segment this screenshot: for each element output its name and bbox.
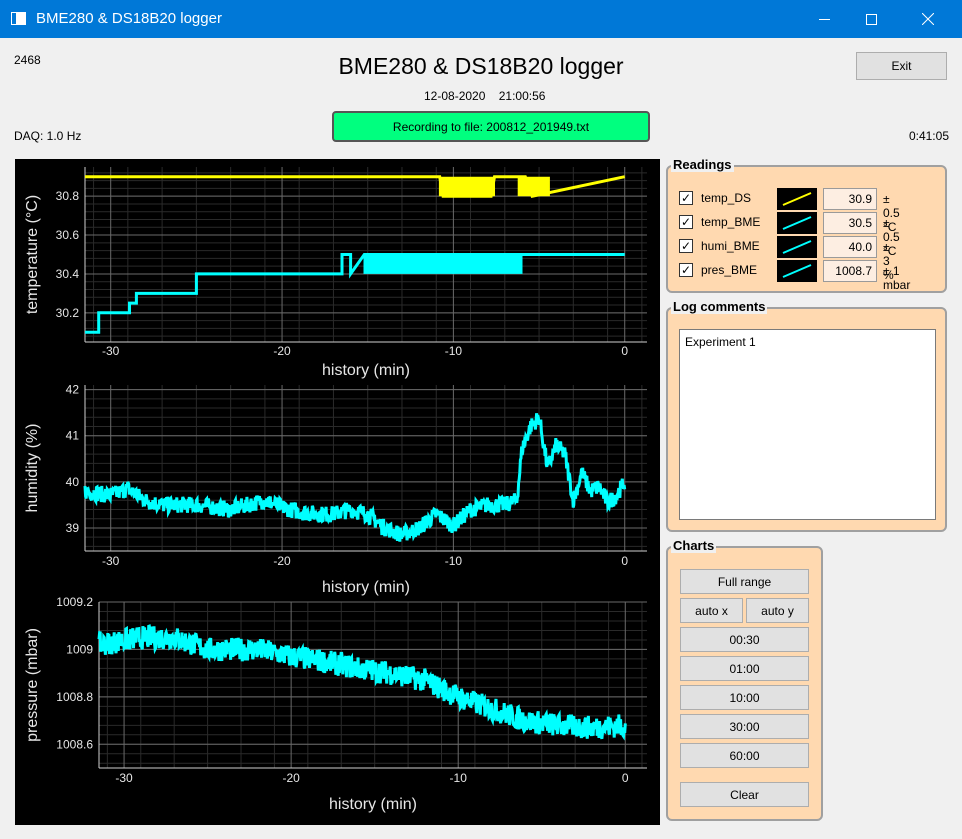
y-axis-label: temperature (°C) bbox=[24, 195, 41, 314]
x-axis-label: history (min) bbox=[329, 796, 417, 813]
reading-value: 1008.7 bbox=[823, 260, 877, 282]
range-00-30-button[interactable]: 00:30 bbox=[680, 627, 809, 652]
temp-ds-checkbox[interactable]: ✓ bbox=[679, 191, 693, 205]
chart-panel-1: -30 -20 -10 0 39 40 41 42 history (min) humidity … bbox=[24, 383, 647, 596]
maximize-button[interactable] bbox=[848, 0, 894, 38]
y-tick-label: 30.8 bbox=[56, 189, 80, 203]
recording-toggle-button[interactable]: Recording to file: 200812_201949.txt bbox=[332, 111, 650, 142]
reading-value: 30.9 bbox=[823, 188, 877, 210]
y-tick-label: 41 bbox=[66, 429, 80, 443]
chart-panel-2: -30 -20 -10 0 1008.6 1008.8 1009 1009.2 history … bbox=[24, 595, 647, 813]
y-axis-label: humidity (%) bbox=[24, 424, 41, 513]
humi-bme-checkbox[interactable]: ✓ bbox=[679, 239, 693, 253]
window-title-bar: BME280 & DS18B20 logger bbox=[0, 0, 962, 38]
temp-bme-checkbox[interactable]: ✓ bbox=[679, 215, 693, 229]
date-text: 12-08-2020 bbox=[424, 89, 486, 103]
y-tick-label: 1008.6 bbox=[56, 737, 93, 751]
x-tick-label: -30 bbox=[115, 771, 133, 785]
x-tick-label: -30 bbox=[102, 554, 120, 568]
series-line-2-0 bbox=[97, 624, 627, 741]
x-tick-label: -30 bbox=[102, 344, 120, 358]
full-range-button[interactable]: Full range bbox=[680, 569, 809, 594]
y-tick-label: 1009.2 bbox=[56, 595, 93, 609]
reading-value: 30.5 bbox=[823, 212, 877, 234]
x-axis-label: history (min) bbox=[322, 362, 410, 379]
x-tick-label: -10 bbox=[445, 344, 463, 358]
log-comments-group: Log comments Experiment 1 bbox=[666, 299, 947, 532]
auto-y-button[interactable]: auto y bbox=[746, 598, 809, 623]
date-time: 12-08-2020 21:00:56 bbox=[424, 89, 545, 103]
chart-area[interactable]: -30 -20 -10 0 30.2 30.4 30.6 30.8 history (min) t… bbox=[15, 159, 660, 825]
log-comments-textarea[interactable]: Experiment 1 bbox=[679, 329, 936, 520]
exit-button[interactable]: Exit bbox=[856, 52, 947, 80]
time-text: 21:00:56 bbox=[498, 89, 546, 103]
log-comments-title: Log comments bbox=[671, 299, 768, 314]
pres-bme-checkbox[interactable]: ✓ bbox=[679, 263, 693, 277]
series-toggle-0-1 bbox=[452, 254, 523, 274]
reading-name: pres_BME bbox=[701, 263, 758, 277]
elapsed-time: 0:41:05 bbox=[908, 129, 949, 143]
clear-button[interactable]: Clear bbox=[680, 782, 809, 807]
reading-uncertainty: ± 0.5 °C bbox=[883, 216, 900, 258]
reading-uncertainty: ± 1 mbar bbox=[883, 264, 911, 292]
temp-bme-color-swatch[interactable] bbox=[777, 212, 817, 234]
window-title: BME280 & DS18B20 logger bbox=[36, 10, 222, 27]
y-tick-label: 30.4 bbox=[56, 267, 80, 281]
close-icon bbox=[922, 13, 934, 25]
minimize-button[interactable] bbox=[801, 0, 847, 38]
y-tick-label: 42 bbox=[66, 383, 80, 397]
reading-uncertainty: ± 0.5 °C bbox=[883, 192, 900, 234]
x-tick-label: -20 bbox=[273, 344, 291, 358]
maximize-icon bbox=[865, 13, 877, 25]
temp-ds-color-swatch[interactable] bbox=[777, 188, 817, 210]
series-toggle-0-1 bbox=[363, 254, 454, 274]
pres-bme-color-swatch[interactable] bbox=[777, 260, 817, 282]
y-tick-label: 30.2 bbox=[56, 306, 80, 320]
reading-uncertainty: ± 3 % bbox=[883, 240, 894, 282]
y-axis-label: pressure (mbar) bbox=[24, 628, 41, 742]
daq-rate: DAQ: 1.0 Hz bbox=[14, 129, 82, 143]
charts-control-group: Charts Full range auto x auto y 00:30 01… bbox=[666, 538, 823, 821]
x-tick-label: -20 bbox=[282, 771, 300, 785]
y-tick-label: 1009 bbox=[66, 642, 93, 656]
charts-canvas[interactable]: -30 -20 -10 0 30.2 30.4 30.6 30.8 history (min) t… bbox=[15, 159, 660, 825]
auto-x-button[interactable]: auto x bbox=[680, 598, 743, 623]
x-axis-label: history (min) bbox=[322, 579, 410, 596]
x-tick-label: -20 bbox=[273, 554, 291, 568]
chart-panel-0: -30 -20 -10 0 30.2 30.4 30.6 30.8 history (min) t… bbox=[24, 167, 647, 379]
range-10-00-button[interactable]: 10:00 bbox=[680, 685, 809, 710]
x-tick-label: -10 bbox=[445, 554, 463, 568]
charts-control-title: Charts bbox=[671, 538, 717, 553]
x-tick-label: 0 bbox=[621, 344, 628, 358]
readings-group: Readings ✓ temp_DS 30.9 ± 0.5 °C ✓ temp_… bbox=[666, 157, 947, 293]
series-line-1-0 bbox=[83, 413, 627, 542]
reading-name: temp_DS bbox=[701, 191, 752, 205]
series-toggle-0-0 bbox=[438, 176, 495, 197]
x-tick-label: 0 bbox=[622, 771, 629, 785]
y-tick-label: 1008.8 bbox=[56, 690, 93, 704]
readings-title: Readings bbox=[671, 157, 734, 172]
y-tick-label: 39 bbox=[66, 521, 80, 535]
range-60-00-button[interactable]: 60:00 bbox=[680, 743, 809, 768]
app-window-icon bbox=[11, 12, 26, 25]
x-tick-label: -10 bbox=[450, 771, 468, 785]
close-button[interactable] bbox=[905, 0, 951, 38]
minimize-icon bbox=[818, 18, 830, 20]
reading-name: temp_BME bbox=[701, 215, 761, 229]
y-tick-label: 40 bbox=[66, 475, 80, 489]
y-tick-label: 30.6 bbox=[56, 228, 80, 242]
reading-name: humi_BME bbox=[701, 239, 760, 253]
range-30-00-button[interactable]: 30:00 bbox=[680, 714, 809, 739]
update-counter: 2468 bbox=[14, 53, 41, 67]
x-tick-label: 0 bbox=[621, 554, 628, 568]
reading-value: 40.0 bbox=[823, 236, 877, 258]
humi-bme-color-swatch[interactable] bbox=[777, 236, 817, 258]
series-toggle-0-0 bbox=[517, 176, 550, 197]
page-title: BME280 & DS18B20 logger bbox=[338, 53, 624, 79]
range-01-00-button[interactable]: 01:00 bbox=[680, 656, 809, 681]
